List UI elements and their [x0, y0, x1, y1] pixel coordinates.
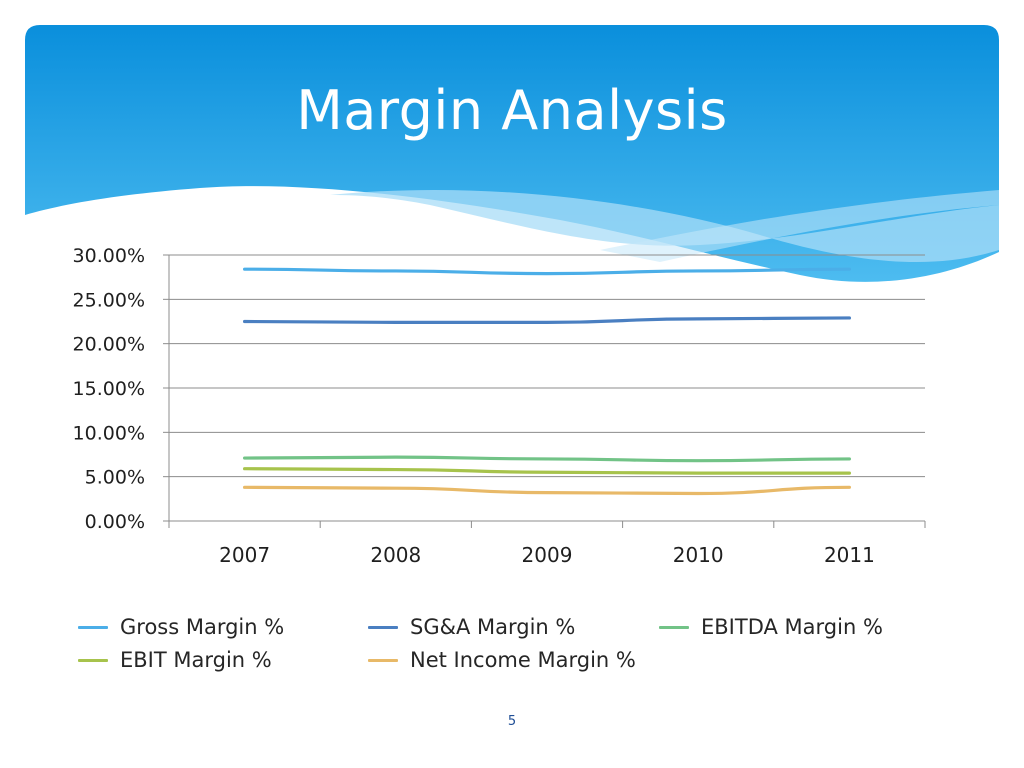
chart-legend: Gross Margin % SG&A Margin % EBITDA Margin… [78, 611, 958, 681]
legend-label: SG&A Margin % [410, 615, 576, 639]
legend-item: EBIT Margin % [78, 644, 272, 676]
y-tick-label: 15.00% [73, 378, 145, 400]
x-tick-label: 2010 [673, 543, 724, 567]
y-tick-label: 10.00% [73, 422, 145, 444]
legend-swatch [78, 625, 108, 629]
legend-label: Gross Margin % [120, 615, 285, 639]
series-line [243, 316, 851, 324]
x-tick-label: 2011 [824, 543, 875, 567]
legend-item: Net Income Margin % [368, 644, 636, 676]
x-tick-label: 2007 [219, 543, 270, 567]
y-tick-label: 30.00% [73, 245, 145, 267]
banner-background [25, 25, 999, 282]
legend-label: Net Income Margin % [410, 648, 636, 672]
legend-swatch [368, 658, 398, 662]
line-chart: 0.00% 5.00% 10.00% 15.00% 20.00% 25.00% 30.00%… [73, 245, 926, 567]
banner-wave [330, 189, 999, 263]
legend-swatch [659, 625, 689, 629]
y-tick-label: 25.00% [73, 289, 145, 311]
y-tick-label: 20.00% [73, 334, 145, 356]
legend-swatch [368, 625, 398, 629]
x-tick-label: 2008 [370, 543, 421, 567]
legend-label: EBIT Margin % [120, 648, 272, 672]
header-banner [25, 25, 999, 282]
page-number: 5 [507, 714, 517, 729]
legend-item: Gross Margin % [78, 611, 284, 643]
series-line [243, 455, 851, 463]
legend-item: SG&A Margin % [368, 611, 575, 643]
slide-title: Margin Analysis [296, 79, 728, 142]
y-tick-label: 5.00% [85, 467, 145, 489]
series-line [243, 485, 851, 496]
x-tick-label: 2009 [522, 543, 573, 567]
legend-label: EBITDA Margin % [701, 615, 883, 639]
legend-item: EBITDA Margin % [659, 611, 883, 643]
y-tick-label: 0.00% [85, 511, 145, 533]
legend-swatch [78, 658, 108, 662]
series-line [243, 267, 851, 276]
series-line [243, 467, 851, 475]
banner-wave-2 [600, 190, 999, 262]
